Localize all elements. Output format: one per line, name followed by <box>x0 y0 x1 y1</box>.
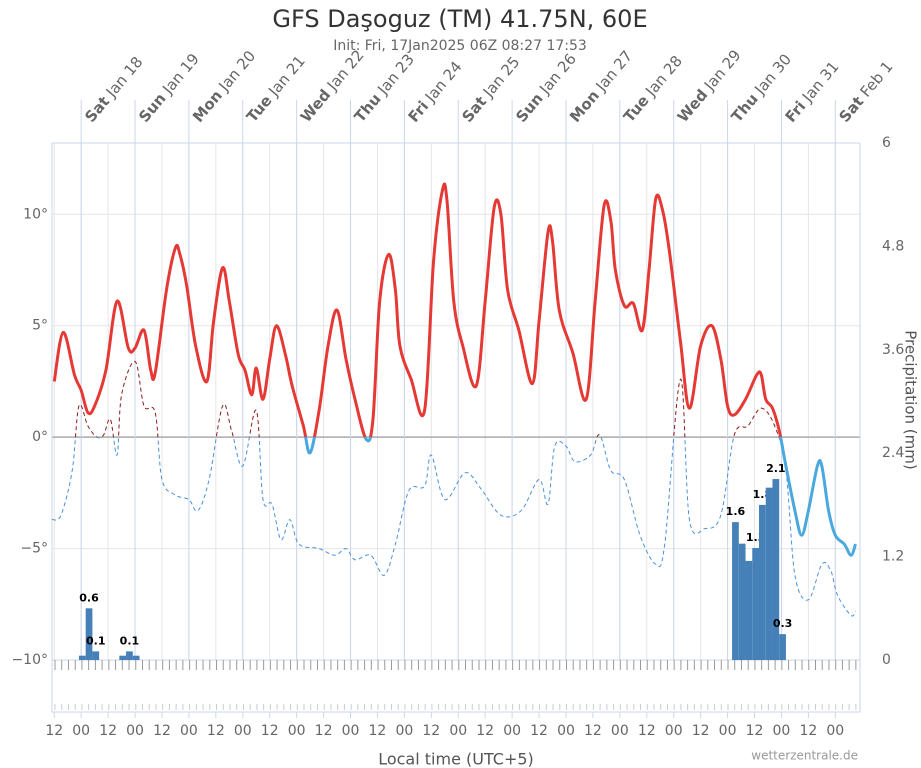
precip-bar <box>745 560 753 660</box>
precip-bar <box>126 651 133 660</box>
x-tick-label: 12 <box>799 723 817 739</box>
precip-bar <box>119 655 127 660</box>
x-tick-label: 12 <box>692 723 710 739</box>
y2-tick-label: 0 <box>882 652 891 668</box>
y-tick-label: 10° <box>23 206 48 222</box>
x-tick-label: 00 <box>395 723 413 739</box>
y2-tick-label: 2.4 <box>882 445 904 461</box>
temperature-line <box>51 360 856 617</box>
y-tick-label: −10° <box>11 652 48 668</box>
x-tick-label: 00 <box>449 723 467 739</box>
x-tick-label: 12 <box>422 723 440 739</box>
precip-bar <box>132 655 140 660</box>
value-label: 0.1 <box>86 634 106 647</box>
x-tick-label: 12 <box>153 723 171 739</box>
x-tick-label: 12 <box>207 723 225 739</box>
precip-bar <box>752 547 759 660</box>
day-label: Fri Jan 31 <box>781 58 842 126</box>
x-tick-label: 12 <box>746 723 764 739</box>
x-tick-label: 00 <box>826 723 844 739</box>
day-label: Fri Jan 24 <box>404 58 465 126</box>
x-tick-label: 00 <box>773 723 791 739</box>
x-tick-label: 12 <box>315 723 333 739</box>
precip-bar <box>738 543 746 660</box>
x-tick-label: 12 <box>261 723 279 739</box>
y2-axis-title: Precipitation (mm) <box>902 330 920 469</box>
x-tick-label: 12 <box>530 723 548 739</box>
x-tick-label: 12 <box>476 723 494 739</box>
x-tick-label: 12 <box>584 723 602 739</box>
y-tick-label: 5° <box>32 318 48 334</box>
precip-bar <box>85 608 93 660</box>
x-axis-title: Local time (UTC+5) <box>378 750 534 768</box>
x-tick-label: 00 <box>234 723 252 739</box>
value-label: 2.1 <box>766 462 786 475</box>
precip-bar <box>78 655 86 660</box>
wind-strip <box>51 659 861 713</box>
x-tick-label: 00 <box>611 723 629 739</box>
y2-tick-label: 6 <box>882 135 891 151</box>
x-tick-label: 12 <box>99 723 117 739</box>
credit: wetterzentrale.de <box>751 749 858 763</box>
temperature-line <box>52 182 857 557</box>
x-tick-label: 00 <box>503 723 521 739</box>
precip-bar <box>732 522 739 660</box>
value-label: 0.1 <box>120 634 140 647</box>
value-label: 0.3 <box>773 617 793 630</box>
precip-bar <box>779 634 786 660</box>
y2-tick-label: 1.2 <box>882 549 904 565</box>
chart-subtitle: Init: Fri, 17Jan2025 06Z 08:27 17:53 <box>333 38 587 54</box>
x-tick-label: 12 <box>369 723 387 739</box>
y-tick-label: 0° <box>32 429 48 445</box>
precip-bar <box>765 487 773 660</box>
x-tick-label: 00 <box>342 723 360 739</box>
x-tick-label: 00 <box>288 723 306 739</box>
x-tick-label: 00 <box>557 723 575 739</box>
x-tick-label: 00 <box>719 723 737 739</box>
x-tick-label: 00 <box>665 723 683 739</box>
y2-tick-label: 4.8 <box>882 238 904 254</box>
x-tick-label: 00 <box>180 723 198 739</box>
x-tick-label: 12 <box>638 723 656 739</box>
y2-tick-label: 3.6 <box>882 342 904 358</box>
value-label: 1.6 <box>726 505 746 518</box>
y-tick-label: −5° <box>20 541 48 557</box>
day-label: Sat Feb 1 <box>835 57 896 125</box>
x-tick-label: 12 <box>45 723 63 739</box>
x-tick-label: 00 <box>126 723 144 739</box>
precip-bar <box>759 504 766 660</box>
precip-bar <box>92 651 100 660</box>
x-tick-label: 00 <box>72 723 90 739</box>
value-label: 0.6 <box>79 591 99 604</box>
chart-title: GFS Daşoguz (TM) 41.75N, 60E <box>272 5 647 33</box>
precip-bar <box>772 479 780 660</box>
